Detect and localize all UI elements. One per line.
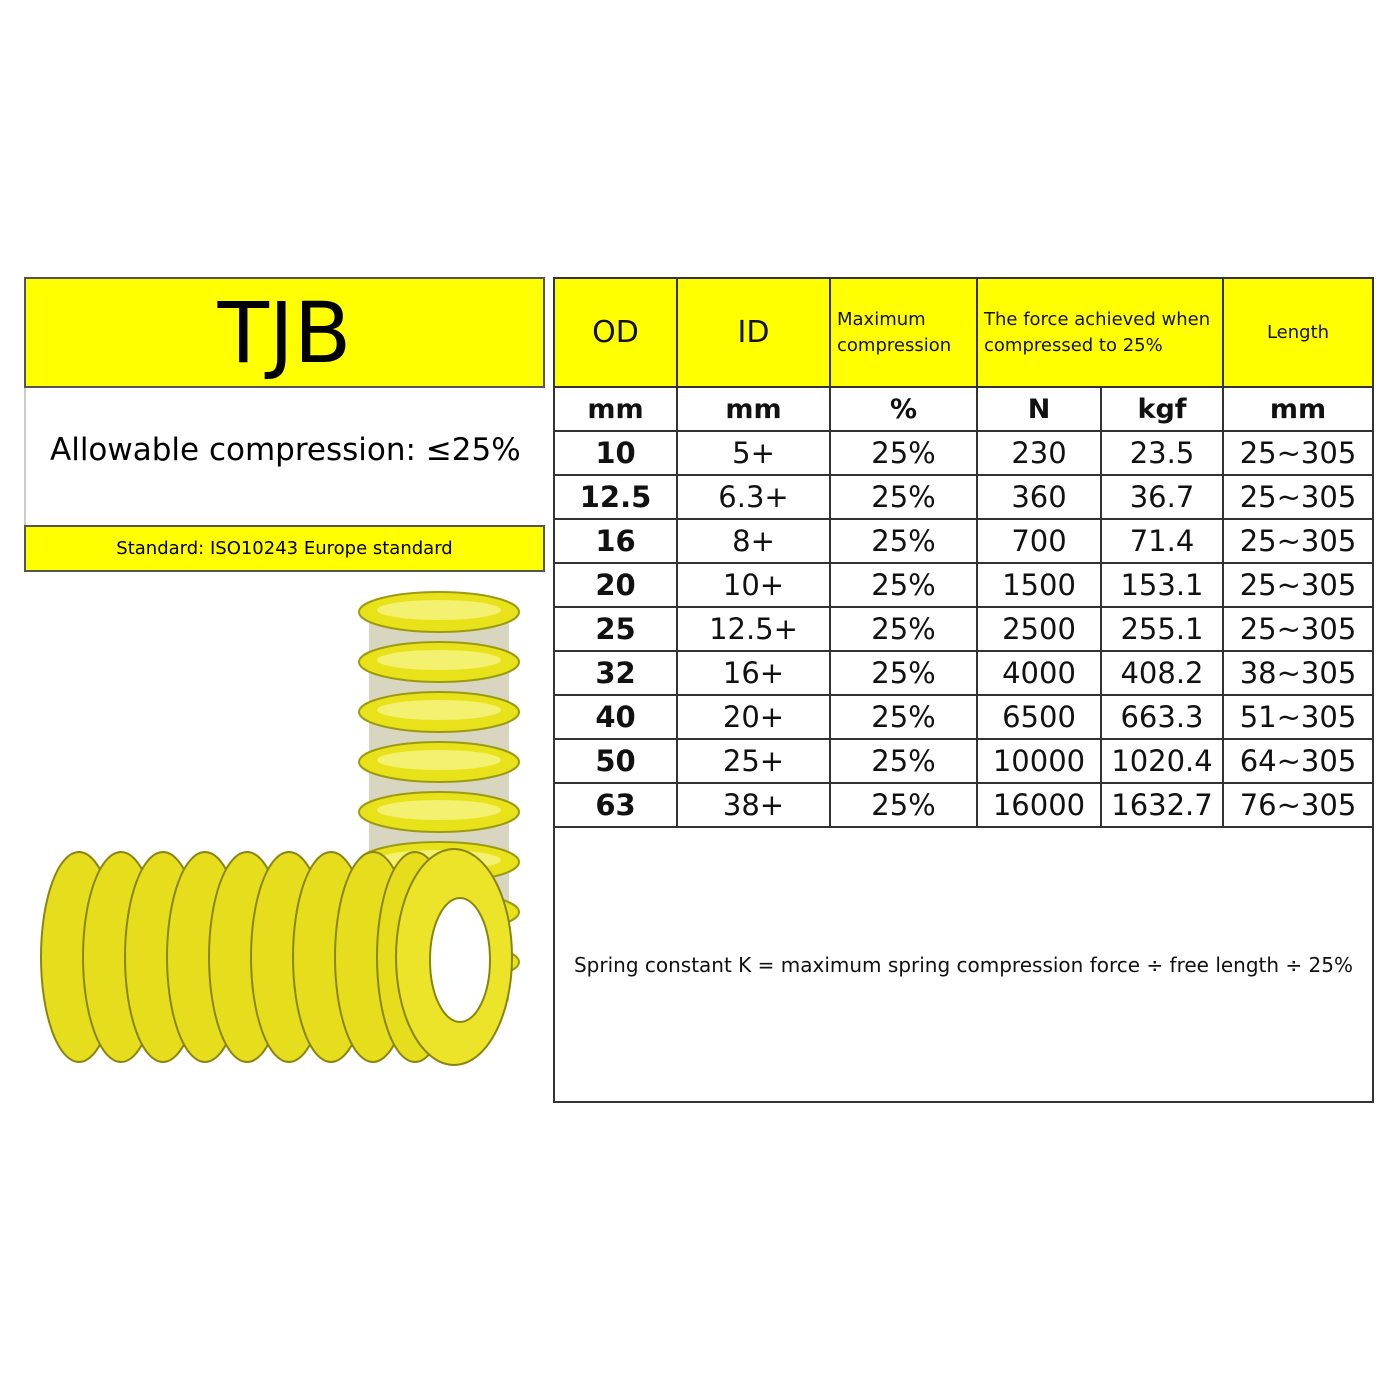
header-row: OD ID Maximum compression The force achi… (553, 277, 1374, 388)
cell: 25% (829, 430, 978, 476)
cell: 20 (553, 562, 678, 608)
cell: 6500 (976, 694, 1102, 740)
header-cell: Maximum compression (829, 277, 978, 388)
cell: 16 (553, 518, 678, 564)
coil (429, 897, 491, 1023)
spec-table: OD ID Maximum compression The force achi… (553, 277, 1374, 1103)
cell: 1632.7 (1100, 782, 1224, 828)
data-row: 63 38+ 25% 16000 1632.7 76~305 (553, 782, 1374, 828)
cell: 51~305 (1222, 694, 1374, 740)
cell: 10+ (676, 562, 831, 608)
cell: mm (553, 386, 678, 432)
cell: 76~305 (1222, 782, 1374, 828)
cell: 25~305 (1222, 562, 1374, 608)
cell: 25% (829, 474, 978, 520)
coil (377, 750, 501, 770)
cell: 25~305 (1222, 474, 1374, 520)
cell: 71.4 (1100, 518, 1224, 564)
cell: 663.3 (1100, 694, 1224, 740)
cell: 32 (553, 650, 678, 696)
cell: 10 (553, 430, 678, 476)
cell: 25% (829, 738, 978, 784)
data-row: 12.5 6.3+ 25% 360 36.7 25~305 (553, 474, 1374, 520)
cell: 40 (553, 694, 678, 740)
cell: 12.5 (553, 474, 678, 520)
cell: 2500 (976, 606, 1102, 652)
cell: 5+ (676, 430, 831, 476)
cell: 25 (553, 606, 678, 652)
allowable-compression: Allowable compression: ≤25% (24, 388, 545, 525)
cell: 230 (976, 430, 1102, 476)
cell: 16000 (976, 782, 1102, 828)
standard: Standard: ISO10243 Europe standard (24, 525, 545, 572)
cell: 8+ (676, 518, 831, 564)
coil (377, 800, 501, 820)
cell: kgf (1100, 386, 1224, 432)
data-row: 40 20+ 25% 6500 663.3 51~305 (553, 694, 1374, 740)
data-row: 32 16+ 25% 4000 408.2 38~305 (553, 650, 1374, 696)
cell: 10000 (976, 738, 1102, 784)
cell: N (976, 386, 1102, 432)
cell: 255.1 (1100, 606, 1224, 652)
spring-image (40, 591, 520, 1066)
cell: 20+ (676, 694, 831, 740)
cell: mm (676, 386, 831, 432)
data-row: 16 8+ 25% 700 71.4 25~305 (553, 518, 1374, 564)
data-row: 50 25+ 25% 10000 1020.4 64~305 (553, 738, 1374, 784)
cell: 25% (829, 782, 978, 828)
note: Spring constant K = maximum spring compr… (553, 826, 1374, 1103)
cell: 64~305 (1222, 738, 1374, 784)
cell: 360 (976, 474, 1102, 520)
cell: 50 (553, 738, 678, 784)
header-cell: OD (553, 277, 678, 388)
data-row: 20 10+ 25% 1500 153.1 25~305 (553, 562, 1374, 608)
cell: 16+ (676, 650, 831, 696)
cell: 1020.4 (1100, 738, 1224, 784)
cell: 25% (829, 518, 978, 564)
cell: 38+ (676, 782, 831, 828)
cell: 38~305 (1222, 650, 1374, 696)
cell: % (829, 386, 978, 432)
coil (377, 700, 501, 720)
coil (377, 650, 501, 670)
header-cell: Length (1222, 277, 1374, 388)
data-row: 25 12.5+ 25% 2500 255.1 25~305 (553, 606, 1374, 652)
cell: 25~305 (1222, 606, 1374, 652)
cell: 153.1 (1100, 562, 1224, 608)
cell: 408.2 (1100, 650, 1224, 696)
cell: 36.7 (1100, 474, 1224, 520)
cell: 25% (829, 562, 978, 608)
cell: 23.5 (1100, 430, 1224, 476)
cell: mm (1222, 386, 1374, 432)
data-row: 10 5+ 25% 230 23.5 25~305 (553, 430, 1374, 476)
cell: 25~305 (1222, 518, 1374, 564)
coil (377, 600, 501, 620)
cell: 4000 (976, 650, 1102, 696)
cell: 25~305 (1222, 430, 1374, 476)
brand-title: TJB (24, 277, 545, 388)
cell: 6.3+ (676, 474, 831, 520)
horizontal-spring (40, 848, 513, 1066)
cell: 700 (976, 518, 1102, 564)
cell: 25+ (676, 738, 831, 784)
cell: 1500 (976, 562, 1102, 608)
cell: 25% (829, 694, 978, 740)
header-cell: ID (676, 277, 831, 388)
cell: 25% (829, 606, 978, 652)
cell: 63 (553, 782, 678, 828)
cell: 12.5+ (676, 606, 831, 652)
header-cell: The force achieved when compressed to 25… (976, 277, 1224, 388)
cell: 25% (829, 650, 978, 696)
